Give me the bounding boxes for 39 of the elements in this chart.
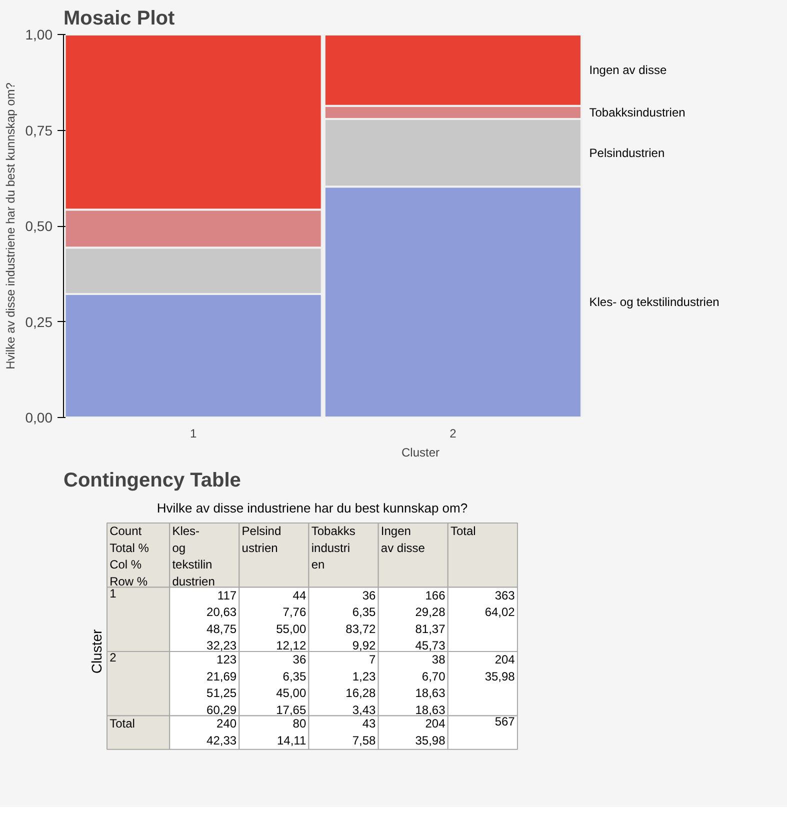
series-label: Kles- og tekstilindustrien — [589, 295, 720, 310]
text: Tobakks industri en — [311, 524, 356, 572]
text: Total — [450, 524, 476, 538]
text: Cluster — [88, 628, 105, 674]
y-tick-label: 0,00 — [25, 410, 53, 426]
text: 36 6,35 83,72 9,92 — [346, 588, 376, 653]
text: 80 14,11 — [276, 716, 306, 748]
text: Contingency Table — [64, 470, 241, 492]
text: 44 7,76 55,00 12,12 — [276, 588, 306, 653]
text: 204 35,98 — [415, 716, 446, 748]
chart-title: Mosaic Plot — [64, 8, 175, 30]
text: 204 35,98 — [484, 652, 516, 684]
y-axis-title: Hvilke av disse industriene har du best kunnskap om? — [3, 82, 18, 370]
text: 117 20,63 48,75 32,23 — [206, 588, 237, 653]
text: 7 1,23 16,28 3,43 — [346, 652, 376, 717]
text: 43 7,58 — [352, 716, 376, 748]
x-axis-title: Cluster — [401, 446, 440, 460]
y-tick-label: 0,75 — [25, 122, 53, 138]
text: 2 — [110, 650, 117, 665]
text: 123 21,69 51,25 60,29 — [206, 652, 237, 717]
text: Kles- og tekstilin dustrien — [172, 524, 215, 588]
text: 36 6,35 45,00 17,65 — [276, 652, 306, 717]
series-label: Ingen av disse — [589, 63, 667, 78]
text: 1 — [110, 586, 117, 600]
text: 567 — [494, 714, 516, 729]
series-label: Pelsindustrien — [589, 146, 665, 160]
y-tick-label: 0,25 — [25, 314, 53, 330]
y-tick-label: 0,50 — [25, 218, 53, 234]
text: 363 64,02 — [484, 588, 516, 620]
y-tick-label: 1,00 — [25, 26, 53, 42]
text: Count Total % Col % Row % — [110, 524, 150, 588]
text: Ingen av disse — [380, 524, 426, 555]
text: Pelsind ustrien — [242, 524, 282, 555]
series-label: Tobakksindustrien — [589, 105, 686, 120]
text: Hvilke av disse industriene har du best kunnskap om? — [156, 500, 468, 516]
text: 240 42,33 — [206, 716, 237, 748]
text: Total — [110, 716, 135, 731]
text: 166 29,28 81,37 45,73 — [415, 588, 446, 653]
text: 38 6,70 18,63 18,63 — [415, 652, 446, 717]
